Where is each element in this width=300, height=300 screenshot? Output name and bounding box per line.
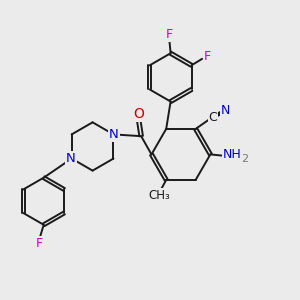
- Text: F: F: [35, 236, 43, 250]
- Text: CH₃: CH₃: [149, 189, 171, 202]
- Text: 2: 2: [241, 154, 248, 164]
- Text: N: N: [109, 128, 119, 141]
- Text: NH: NH: [223, 148, 241, 160]
- Text: F: F: [204, 50, 211, 63]
- Text: N: N: [66, 152, 76, 165]
- Text: F: F: [166, 28, 173, 41]
- Text: N: N: [221, 104, 230, 117]
- Text: O: O: [134, 107, 144, 122]
- Text: C: C: [208, 111, 217, 124]
